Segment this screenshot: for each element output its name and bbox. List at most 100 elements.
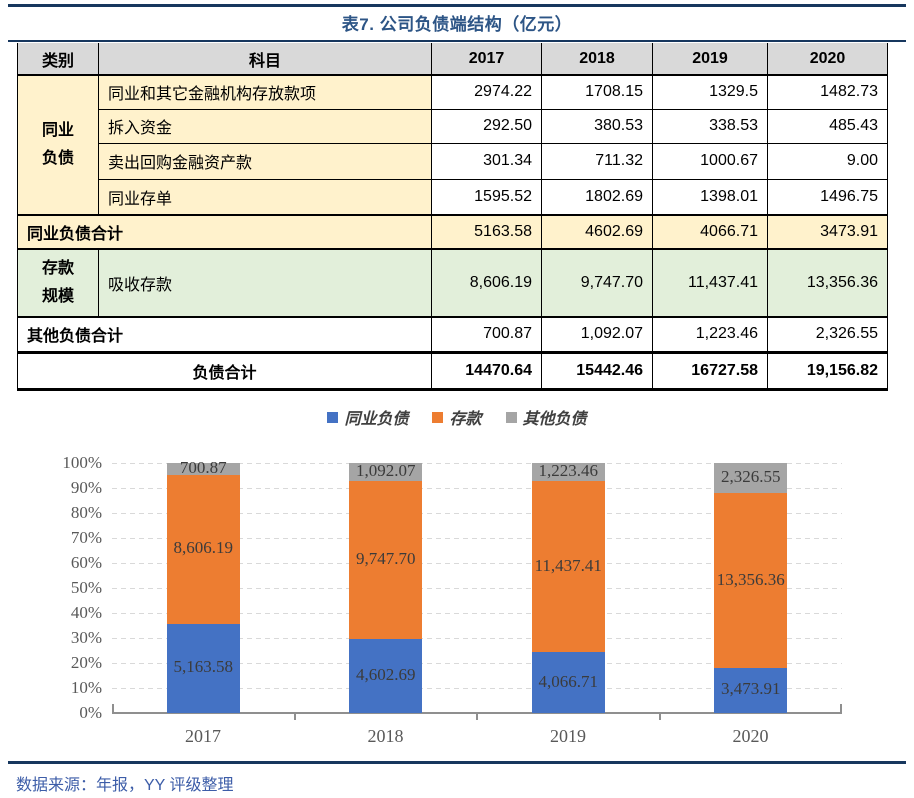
bar-segment: [714, 493, 788, 668]
header-cell-subject: 科目: [98, 43, 432, 76]
y-tick-label: 20%: [70, 653, 102, 672]
y-tick-label: 60%: [70, 553, 102, 572]
header-cell-2018: 2018: [541, 43, 653, 76]
value-cell: 1000.67: [652, 142, 768, 180]
value-cell: 700.87: [431, 316, 542, 353]
gridline: [112, 488, 842, 489]
x-tick-label: 2020: [732, 726, 769, 746]
axis-tick: [293, 714, 296, 720]
value-cell: 3473.91: [767, 214, 888, 250]
header-cell-2019: 2019: [652, 43, 768, 76]
value-cell: 1329.5: [652, 74, 768, 110]
header-cell-category: 类别: [17, 43, 99, 76]
value-cell: 15442.46: [541, 350, 653, 391]
header-cell-2017: 2017: [431, 43, 542, 76]
y-tick-label: 30%: [70, 628, 102, 647]
value-cell: 338.53: [652, 108, 768, 144]
bar-segment: [531, 652, 605, 713]
table-header-row: 类别 科目 2017 2018 2019 2020: [17, 43, 888, 76]
axis-tick: [658, 714, 661, 720]
gridline: [112, 588, 842, 589]
bar-segment: [349, 638, 423, 713]
legend-swatch-deposit: [432, 411, 444, 423]
x-tick-label: 2019: [550, 726, 586, 746]
legend-item-deposit: 存款: [432, 405, 482, 429]
table-row: 卖出回购金融资产款 301.34 711.32 1000.67 9.00: [18, 142, 888, 180]
gridline: [112, 538, 842, 539]
value-cell: 1802.69: [541, 178, 653, 216]
bar-segment: [714, 667, 788, 713]
axis-tick: [840, 704, 842, 713]
bar-label: 5,163.58: [173, 657, 234, 677]
grand-total-row: 负债合计 14470.64 15442.46 16727.58 19,156.8…: [17, 350, 888, 391]
subject-cell: 拆入资金: [98, 108, 432, 144]
subject-cell: 同业存单: [98, 178, 432, 216]
other-total-row: 其他负债合计 700.87 1,092.07 1,223.46 2,326.55: [17, 316, 888, 353]
value-cell: 485.43: [767, 108, 888, 144]
value-cell: 2974.22: [431, 74, 542, 110]
value-cell: 1708.15: [541, 74, 653, 110]
y-tick-label: 0%: [79, 703, 102, 722]
bar-segment: [349, 480, 423, 639]
bar-segment: [166, 623, 240, 713]
value-cell: 711.32: [541, 142, 653, 180]
bar-label: 11,437.41: [534, 555, 602, 575]
subject-cell: 同业和其它金融机构存放款项: [98, 74, 432, 110]
bar-segment: [349, 463, 423, 481]
bar-label: 1,092.07: [356, 460, 416, 480]
table-title: 表7. 公司负债端结构（亿元）: [341, 15, 573, 34]
source-note: 数据来源：年报，YY 评级整理: [16, 777, 234, 794]
bar-segment: [714, 463, 788, 494]
value-cell: 9,747.70: [541, 248, 653, 318]
bar-segment: [531, 481, 605, 653]
x-tick-label: 2018: [367, 726, 404, 746]
y-tick-label: 40%: [70, 603, 102, 622]
value-cell: 380.53: [541, 108, 653, 144]
y-tick-label: 50%: [70, 578, 102, 597]
bar-label: 4,066.71: [538, 671, 599, 691]
x-tick-label: 2017: [185, 726, 221, 746]
value-cell: 16727.58: [652, 350, 768, 391]
legend-swatch-interbank: [327, 411, 339, 423]
bar-label: 700.87: [179, 458, 227, 478]
gridline: [112, 513, 842, 514]
gridline: [112, 563, 842, 564]
gridline: [112, 613, 842, 614]
gridline: [112, 463, 842, 464]
bar-label: 3,473.91: [721, 679, 781, 699]
table-row: 同业存单 1595.52 1802.69 1398.01 1496.75: [18, 178, 888, 216]
value-cell: 1482.73: [767, 74, 888, 110]
y-tick-label: 100%: [62, 453, 102, 472]
chart-legend: 同业负债 存款 其他负债: [0, 405, 914, 429]
subject-cell: 卖出回购金融资产款: [98, 142, 432, 180]
y-tick-label: 70%: [70, 528, 102, 547]
value-cell: 9.00: [767, 142, 888, 180]
legend-swatch-other: [505, 411, 517, 423]
value-cell: 5163.58: [431, 214, 542, 250]
category-cell-interbank: 同业负债: [17, 74, 99, 216]
value-cell: 1496.75: [767, 178, 888, 216]
legend-label: 其他负债: [522, 411, 587, 428]
plot-area: 5,163.58 8,606.19 700.87 2017 4,602.69 9,747.…: [112, 458, 842, 746]
bar-label: 9,747.70: [356, 548, 416, 568]
bar-segment: [166, 475, 240, 624]
header-rule: [8, 40, 906, 42]
x-axis-line: [112, 712, 842, 714]
y-tick-label: 10%: [70, 678, 102, 697]
value-cell: 1595.52: [431, 178, 542, 216]
value-cell: 301.34: [431, 142, 542, 180]
axis-tick: [476, 714, 478, 720]
value-cell: 13,356.36: [767, 248, 888, 318]
bar-label: 8,606.19: [173, 538, 234, 558]
value-cell: 292.50: [431, 108, 542, 144]
gridline: [112, 688, 842, 689]
liability-table: 类别 科目 2017 2018 2019 2020 同业负债 同业和其它金融机构…: [17, 43, 888, 391]
bar-label: 2,326.55: [721, 467, 781, 487]
bar-label: 4,602.69: [356, 664, 416, 684]
value-cell: 1,092.07: [541, 316, 653, 353]
legend-item-interbank: 同业负债: [327, 405, 408, 429]
value-cell: 4066.71: [652, 214, 768, 250]
interbank-total-row: 同业负债合计 5163.58 4602.69 4066.71 3473.91: [17, 214, 888, 250]
gridline: [112, 638, 842, 639]
